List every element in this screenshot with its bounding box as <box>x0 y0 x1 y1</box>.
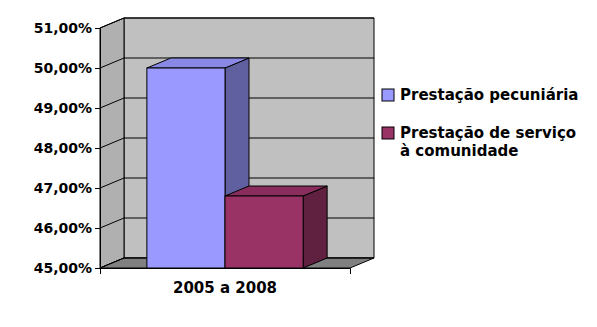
tick: 45,00% <box>34 260 100 276</box>
tick-label: 45,00% <box>34 260 92 276</box>
chart: 45,00% 46,00% 47,00% 48,00% 49,00% 50,00% 51,0… <box>0 0 597 327</box>
walls <box>100 18 374 268</box>
bars <box>147 58 327 268</box>
tick-label: 2005 a 2008 <box>173 279 277 297</box>
tick-mark <box>95 268 100 269</box>
tick: 2005 a 2008 <box>173 268 277 297</box>
legend-item: Prestação pecuniária <box>382 86 578 104</box>
axis-line <box>95 29 101 269</box>
grid-line <box>100 58 124 68</box>
legend-label-line: à comunidade <box>400 142 518 160</box>
tick: 48,00% <box>34 140 100 156</box>
tick: 46,00% <box>34 220 100 236</box>
tick: 50,00% <box>34 60 100 76</box>
tick-mark <box>95 148 100 149</box>
tick-mark <box>95 188 100 189</box>
tick-label: 49,00% <box>34 100 92 116</box>
legend-label: Prestação de serviçoà comunidade <box>400 124 576 160</box>
grid-line <box>100 18 124 28</box>
grid <box>100 18 374 268</box>
tick-label: 47,00% <box>34 180 92 196</box>
legend-swatch <box>382 89 394 101</box>
tick-mark <box>95 228 100 229</box>
y-axis: 45,00% 46,00% 47,00% 48,00% 49,00% 50,00% 51,0… <box>34 20 101 276</box>
grid-line <box>100 218 124 228</box>
grid-line <box>100 258 124 268</box>
bar <box>225 186 327 268</box>
tick-label: 48,00% <box>34 140 92 156</box>
grid-line <box>100 98 124 108</box>
bar-front <box>225 196 303 268</box>
grid-line <box>100 138 124 148</box>
tick-label: 46,00% <box>34 220 92 236</box>
grid-line <box>124 18 374 19</box>
bar-side <box>303 186 327 268</box>
tick-mark <box>95 108 100 109</box>
tick-label: 50,00% <box>34 60 92 76</box>
legend: Prestação pecuniária Prestação de serviço… <box>382 86 578 160</box>
bar-front <box>147 68 225 268</box>
bar-top <box>147 58 249 68</box>
tick-mark <box>95 68 100 69</box>
tick-mark <box>95 28 100 29</box>
tick: 47,00% <box>34 180 100 196</box>
tick: 49,00% <box>34 100 100 116</box>
grid-line <box>100 178 124 188</box>
legend-swatch <box>382 127 394 139</box>
tick-label: 51,00% <box>34 20 92 36</box>
side-wall <box>100 18 124 268</box>
tick: 51,00% <box>34 20 100 36</box>
legend-label: Prestação pecuniária <box>400 86 578 104</box>
legend-item: Prestação de serviçoà comunidade <box>382 124 576 160</box>
bar-top <box>225 186 327 196</box>
legend-label-line: Prestação de serviço <box>400 124 576 142</box>
x-axis: 2005 a 2008 <box>101 268 351 297</box>
legend-label-line: Prestação pecuniária <box>400 86 578 104</box>
axis-line <box>101 269 351 275</box>
